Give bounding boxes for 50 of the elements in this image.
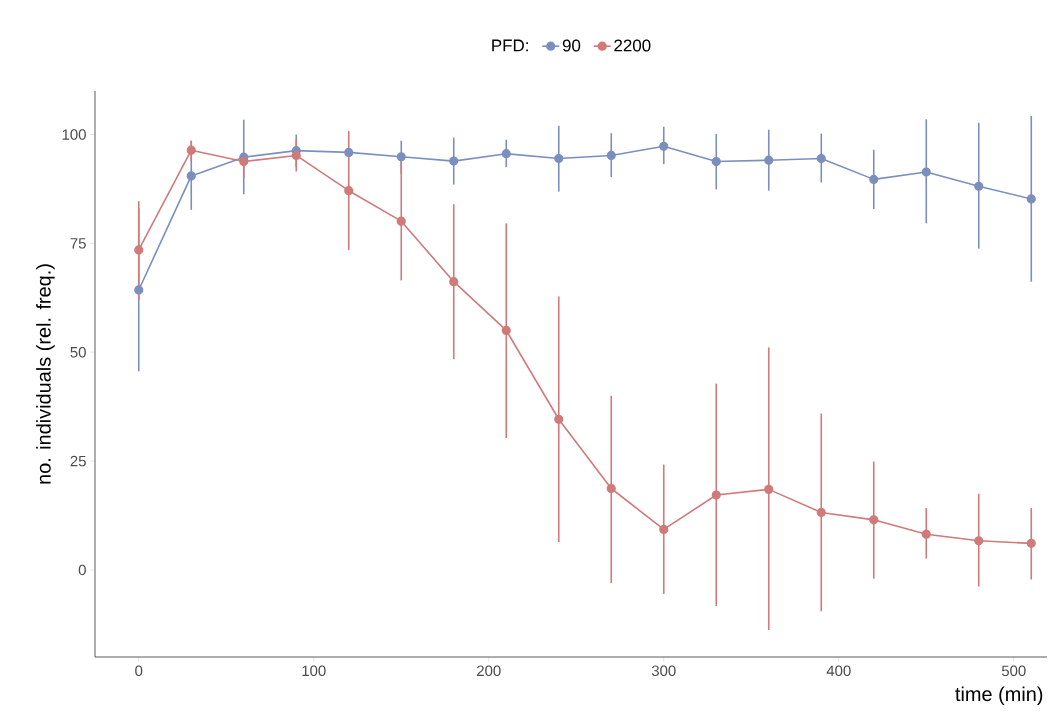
point xyxy=(606,483,616,494)
legend-label: 90 xyxy=(562,39,581,52)
point xyxy=(396,152,406,162)
legend-title: PFD: xyxy=(492,39,528,52)
point xyxy=(764,155,774,165)
legend-label: 2200 xyxy=(614,39,651,52)
point xyxy=(974,536,984,546)
point xyxy=(554,414,564,424)
point xyxy=(659,141,669,151)
point xyxy=(344,186,354,196)
point xyxy=(554,153,564,164)
x-tick-label: 200 xyxy=(477,665,501,677)
point xyxy=(1026,538,1036,548)
y-tick-label: 25 xyxy=(70,455,86,467)
point xyxy=(186,145,196,155)
point xyxy=(186,171,196,181)
point xyxy=(449,277,459,287)
point xyxy=(869,174,879,184)
point xyxy=(239,156,249,167)
x-axis-title: time (min) xyxy=(955,686,1043,706)
point xyxy=(974,181,984,191)
point xyxy=(501,149,511,159)
x-tick-label: 400 xyxy=(826,665,851,677)
point xyxy=(764,484,774,494)
x-tick-label: 300 xyxy=(651,665,676,677)
point xyxy=(134,285,144,295)
point xyxy=(711,156,721,167)
point xyxy=(921,167,931,177)
point xyxy=(816,507,826,518)
x-tick-label: 100 xyxy=(302,665,326,677)
y-tick-label: 75 xyxy=(70,238,86,249)
point xyxy=(921,529,931,539)
point xyxy=(711,490,721,500)
point xyxy=(449,156,459,166)
point xyxy=(606,150,616,161)
point xyxy=(344,147,354,157)
y-tick-label: 100 xyxy=(62,129,86,140)
y-tick-label: 50 xyxy=(70,346,86,358)
point xyxy=(501,325,511,336)
point xyxy=(396,216,406,226)
point xyxy=(659,524,669,535)
point xyxy=(1026,194,1036,204)
x-tick-label: 0 xyxy=(135,665,143,677)
point xyxy=(291,150,301,161)
point xyxy=(816,153,826,164)
point xyxy=(869,515,879,525)
x-tick-label: 500 xyxy=(1001,665,1026,677)
y-tick-label: 0 xyxy=(78,564,86,576)
point xyxy=(134,245,144,255)
y-axis-title: no. individuals (rel. freq.) xyxy=(36,264,55,484)
